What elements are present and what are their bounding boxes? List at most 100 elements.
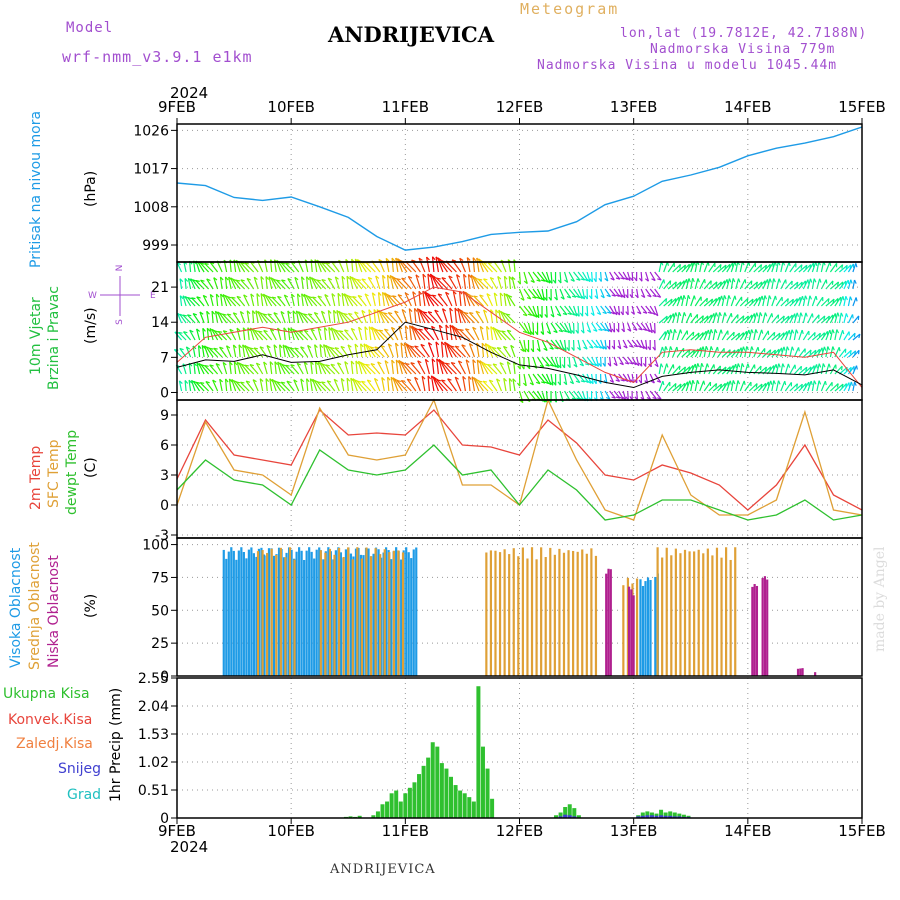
- wind-barb: [649, 356, 652, 367]
- wind-barb-head: [217, 330, 223, 333]
- wind-barb: [663, 298, 673, 307]
- x-tick-label-top: 11FEB: [382, 98, 429, 116]
- wind-barb-head: [394, 310, 399, 314]
- wind-barb: [333, 379, 340, 392]
- wind-barb: [356, 380, 367, 392]
- wind-barb: [287, 327, 291, 341]
- wind-barb: [748, 281, 758, 290]
- wind-barb: [502, 346, 511, 358]
- wind-barb-head: [544, 279, 549, 283]
- wind-barb: [377, 361, 385, 375]
- wind-barb: [404, 292, 412, 307]
- wind-barb-head: [486, 325, 490, 330]
- wind-barb: [753, 329, 757, 341]
- wind-barb-head: [536, 348, 541, 352]
- wind-barb: [326, 346, 336, 358]
- wind-barb: [730, 332, 740, 341]
- wind-barb-head: [381, 377, 386, 381]
- wind-barb: [829, 383, 839, 392]
- wind-barb: [798, 264, 808, 273]
- temp-line-2: [176, 444, 863, 521]
- wind-barb-head: [810, 380, 813, 386]
- wind-barb-head: [215, 293, 220, 298]
- wind-barb: [545, 271, 551, 284]
- wind-barb: [220, 293, 223, 307]
- mid-cloud-bar: [729, 559, 732, 676]
- x-tick-label-bottom: 11FEB: [382, 822, 429, 840]
- wind-barb: [414, 377, 421, 392]
- wind-barb: [431, 358, 435, 375]
- wind-barb-head: [233, 361, 238, 366]
- wind-barb: [559, 322, 568, 333]
- high-cloud-bar: [227, 551, 230, 676]
- wind-barb: [259, 378, 264, 392]
- wind-barb-head: [284, 294, 289, 298]
- wind-barb: [196, 362, 201, 375]
- wind-barb: [838, 330, 844, 341]
- wind-barb-head: [297, 293, 301, 298]
- wind-barb: [708, 313, 715, 324]
- wind-barb: [503, 293, 507, 307]
- wind-barb-head: [642, 311, 648, 314]
- wind-barb: [450, 362, 462, 375]
- wind-barb: [487, 262, 498, 273]
- wind-barb: [591, 339, 599, 348]
- wind-barb: [227, 296, 237, 307]
- y-tick-label: 21: [151, 280, 169, 296]
- wind-barb-head: [279, 344, 283, 349]
- wind-barb-head: [346, 275, 351, 280]
- wind-barb: [477, 258, 485, 273]
- snow-bar: [645, 815, 650, 818]
- wind-barb: [414, 345, 426, 358]
- wind-barb: [438, 325, 444, 341]
- wind-barb: [627, 271, 631, 281]
- wind-barb-head: [427, 294, 433, 297]
- wind-barb-head: [506, 361, 511, 365]
- wind-barb-head: [719, 365, 722, 370]
- meteogram-label: Meteogram: [520, 0, 620, 18]
- wind-barb-head: [648, 329, 653, 334]
- wind-barb-head: [583, 346, 588, 350]
- wind-barb-head: [797, 347, 800, 352]
- precip-bar: [645, 811, 650, 818]
- wind-barb: [490, 326, 494, 341]
- wind-barb-head: [638, 277, 643, 282]
- wind-barb-head: [348, 312, 353, 315]
- wind-barb: [183, 331, 192, 341]
- wind-barb: [273, 312, 282, 324]
- wind-barb-head: [451, 259, 457, 262]
- wind-barb: [317, 327, 322, 341]
- wind-barb-head: [777, 380, 781, 385]
- wind-barb-head: [652, 294, 657, 298]
- wind-barb: [802, 279, 809, 290]
- wind-barb: [173, 349, 182, 358]
- wind-barb-head: [586, 278, 591, 283]
- wind-barb: [541, 373, 550, 384]
- wind-barb: [816, 296, 824, 307]
- wind-barb: [422, 274, 426, 290]
- wind-barb-head: [565, 330, 570, 334]
- wind-barb: [649, 271, 656, 281]
- wind-barb: [667, 262, 675, 273]
- wind-barb-head: [539, 364, 544, 368]
- wind-barb: [219, 346, 228, 358]
- wind-barb-head: [256, 293, 260, 298]
- precip-bar: [558, 812, 563, 818]
- wind-barb: [439, 360, 448, 375]
- wind-barb-head: [502, 312, 507, 315]
- wind-barb-head: [751, 329, 754, 334]
- wind-barb-head: [186, 346, 191, 350]
- x-tick-label-top: 9FEB: [158, 98, 196, 116]
- wind-barb: [441, 308, 448, 324]
- precip-bar: [576, 815, 581, 818]
- wind-barb-head: [747, 363, 750, 368]
- wind-barb: [414, 328, 426, 341]
- snow-bar: [636, 816, 641, 818]
- wind-barb-head: [720, 329, 723, 334]
- wind-barb: [789, 383, 798, 392]
- x-tick-label-bottom: 10FEB: [267, 822, 314, 840]
- wind-barb: [250, 261, 259, 273]
- wind-barb-head: [735, 364, 737, 369]
- wind-barb: [418, 309, 426, 324]
- wind-barb: [658, 363, 662, 375]
